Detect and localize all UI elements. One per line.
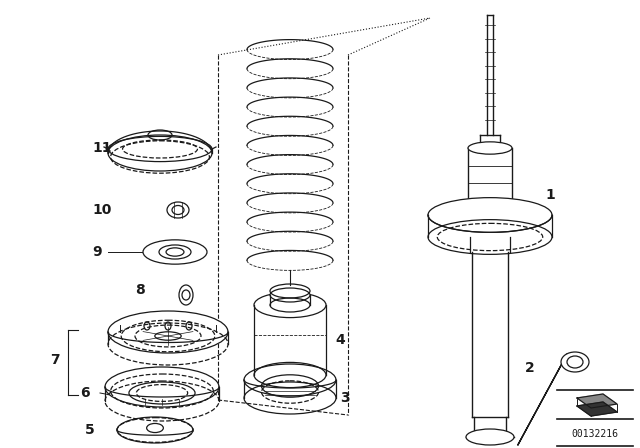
Text: 11: 11 — [92, 141, 111, 155]
Text: 2: 2 — [525, 361, 535, 375]
Ellipse shape — [105, 367, 219, 407]
Ellipse shape — [244, 364, 336, 396]
Ellipse shape — [561, 352, 589, 372]
Ellipse shape — [254, 293, 326, 318]
Polygon shape — [577, 402, 617, 416]
Text: 6: 6 — [80, 386, 90, 400]
Polygon shape — [518, 353, 568, 445]
Ellipse shape — [270, 288, 310, 302]
Text: 5: 5 — [85, 423, 95, 437]
Text: 1: 1 — [545, 188, 555, 202]
Text: 8: 8 — [135, 283, 145, 297]
Polygon shape — [577, 394, 617, 408]
Ellipse shape — [108, 135, 212, 171]
Text: 3: 3 — [340, 391, 349, 405]
Ellipse shape — [466, 429, 514, 445]
Ellipse shape — [108, 311, 228, 353]
Ellipse shape — [143, 240, 207, 264]
Ellipse shape — [117, 417, 193, 443]
Ellipse shape — [428, 198, 552, 233]
Text: 7: 7 — [50, 353, 60, 367]
Text: 10: 10 — [92, 203, 111, 217]
Text: 4: 4 — [335, 333, 345, 347]
Text: 00132216: 00132216 — [572, 429, 618, 439]
Text: 9: 9 — [92, 245, 102, 259]
Ellipse shape — [468, 142, 512, 154]
